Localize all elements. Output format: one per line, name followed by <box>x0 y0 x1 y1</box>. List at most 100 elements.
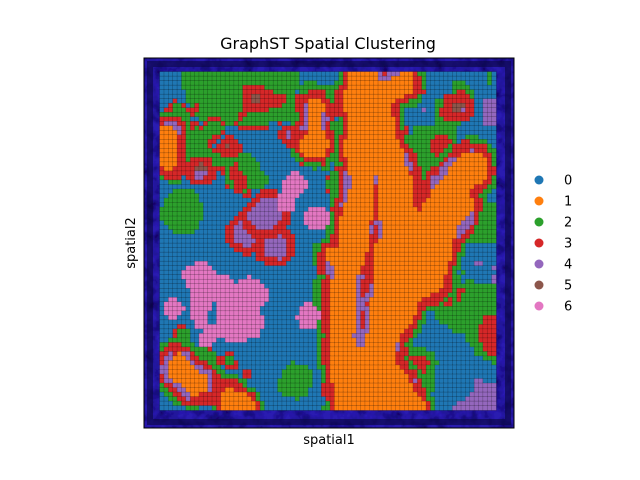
spot-cluster-4 <box>189 360 196 366</box>
spot-cluster-1 <box>403 260 410 267</box>
spot-cluster-1 <box>382 260 388 267</box>
spot-cluster-2 <box>229 89 235 95</box>
spot-cluster-1 <box>159 130 165 136</box>
spot-cluster-1 <box>360 107 366 113</box>
spot-cluster-1 <box>163 148 170 154</box>
spot-cluster-0 <box>181 89 187 95</box>
spot-cluster-3 <box>194 157 200 163</box>
spot-cluster-0 <box>251 351 257 357</box>
spot-cluster-0 <box>264 166 270 172</box>
spot-cluster-2 <box>465 292 471 298</box>
spot-cluster-0 <box>242 342 248 348</box>
spot-cluster-3 <box>259 256 266 262</box>
spot-cluster-3 <box>242 125 248 131</box>
spot-cluster-6 <box>220 310 226 316</box>
spot-cluster-6 <box>237 337 244 343</box>
spot-cluster-2 <box>399 121 405 127</box>
spot-cluster-0 <box>163 71 170 77</box>
spot-cluster-1 <box>399 166 405 172</box>
spot-cluster-1 <box>382 351 388 357</box>
spot-cluster-0 <box>242 139 248 145</box>
spot-cluster-0 <box>168 265 174 271</box>
spot-cluster-4 <box>194 175 200 181</box>
spot-cluster-2 <box>434 306 440 312</box>
spot-cluster-1 <box>377 139 384 145</box>
spot-cluster-1 <box>355 197 362 204</box>
spot-cluster-1 <box>434 256 440 262</box>
spot-cluster-2 <box>290 98 296 104</box>
spot-cluster-2 <box>307 161 314 167</box>
spot-cluster-3 <box>316 269 322 276</box>
spot-cluster-3 <box>229 238 235 244</box>
spot-cluster-0 <box>307 337 314 343</box>
spot-cluster-2 <box>237 98 244 104</box>
spot-cluster-1 <box>338 233 344 240</box>
spot-cluster-4 <box>491 265 497 271</box>
spot-cluster-3 <box>176 143 183 149</box>
spot-cluster-4 <box>482 111 488 118</box>
spot-cluster-2 <box>465 278 471 285</box>
spot-cluster-6 <box>255 297 261 303</box>
spot-cluster-1 <box>355 233 362 240</box>
spot-cluster-0 <box>469 256 475 262</box>
spot-cluster-1 <box>168 360 174 366</box>
spot-cluster-1 <box>465 166 471 172</box>
spot-cluster-3 <box>229 175 235 181</box>
spot-cluster-0 <box>294 346 301 352</box>
spot-cluster-1 <box>351 224 357 231</box>
spot-cluster-0 <box>185 233 191 240</box>
spot-cluster-4 <box>491 121 497 127</box>
spot-cluster-1 <box>452 206 458 213</box>
spot-cluster-6 <box>189 310 196 316</box>
spot-cluster-0 <box>312 193 318 199</box>
spot-cluster-6 <box>194 283 200 289</box>
spot-cluster-1 <box>373 278 379 285</box>
spot-cluster-1 <box>369 337 375 343</box>
spot-cluster-2 <box>224 121 231 127</box>
spot-cluster-2 <box>224 93 231 100</box>
spot-cluster-2 <box>478 346 484 352</box>
spot-cluster-1 <box>377 251 384 258</box>
spot-cluster-4 <box>360 328 366 334</box>
spot-cluster-2 <box>277 71 283 77</box>
spot-cluster-0 <box>456 346 462 352</box>
spot-cluster-2 <box>460 251 467 258</box>
spot-cluster-0 <box>460 333 467 339</box>
spot-cluster-0 <box>294 319 301 325</box>
spot-cluster-0 <box>438 84 445 91</box>
spot-cluster-4 <box>255 202 261 208</box>
spot-cluster-1 <box>360 75 366 82</box>
spot-cluster-0 <box>159 184 165 190</box>
spot-cluster-6 <box>316 224 322 231</box>
spot-cluster-1 <box>163 125 170 131</box>
spot-cluster-0 <box>486 260 493 267</box>
spot-cluster-0 <box>259 269 266 276</box>
spot-cluster-1 <box>347 274 353 280</box>
spot-cluster-3 <box>412 324 419 330</box>
spot-cluster-3 <box>181 148 187 154</box>
spot-cluster-4 <box>325 265 331 271</box>
spot-cluster-1 <box>403 71 410 77</box>
spot-cluster-4 <box>264 251 270 258</box>
spot-cluster-1 <box>373 319 379 325</box>
spot-cluster-2 <box>229 355 235 362</box>
spot-cluster-3 <box>438 139 445 145</box>
spot-cluster-1 <box>373 161 379 167</box>
spot-cluster-3 <box>176 148 183 154</box>
spot-cluster-0 <box>290 161 296 167</box>
spot-cluster-3 <box>255 256 261 262</box>
spot-cluster-1 <box>355 161 362 167</box>
spot-cluster-0 <box>417 342 423 348</box>
spot-cluster-0 <box>320 80 327 86</box>
spot-cluster-1 <box>369 125 375 131</box>
spot-cluster-1 <box>316 134 322 140</box>
spot-cluster-3 <box>390 111 397 118</box>
spot-cluster-4 <box>355 333 362 339</box>
spot-cluster-2 <box>316 274 322 280</box>
spot-cluster-3 <box>246 102 253 109</box>
spot-cluster-6 <box>224 333 231 339</box>
spot-cluster-0 <box>438 333 445 339</box>
spot-cluster-3 <box>452 116 458 122</box>
spot-cluster-1 <box>360 170 366 176</box>
spot-cluster-1 <box>329 346 336 352</box>
